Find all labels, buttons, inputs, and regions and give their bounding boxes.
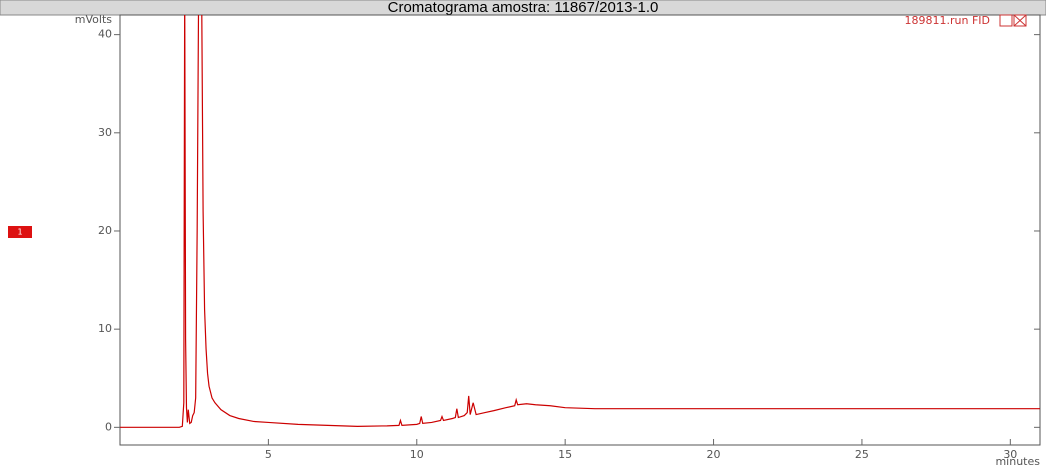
- peak-marker: [8, 226, 32, 238]
- x-tick-label: 30: [1003, 448, 1017, 461]
- x-tick-label: 15: [558, 448, 572, 461]
- y-tick-label: 0: [105, 420, 112, 433]
- x-tick-label: 20: [707, 448, 721, 461]
- y-tick-label: 40: [98, 28, 112, 41]
- chart-title: Cromatograma amostra: 11867/2013-1.0: [388, 0, 659, 16]
- x-tick-label: 25: [855, 448, 869, 461]
- x-axis-label: minutes: [995, 455, 1040, 466]
- trace-line: [120, 15, 1040, 428]
- y-tick-label: 20: [98, 224, 112, 237]
- x-tick-label: 5: [265, 448, 272, 461]
- y-tick-label: 30: [98, 126, 112, 139]
- close-icon[interactable]: [1013, 14, 1027, 27]
- legend-entry: 189811.run FID: [905, 14, 991, 27]
- restore-icon[interactable]: [999, 14, 1013, 27]
- plot-frame: [119, 14, 1041, 446]
- close-icon-cross: [1013, 14, 1027, 27]
- x-tick-label: 10: [410, 448, 424, 461]
- peak-marker-label: 1: [17, 228, 22, 237]
- y-axis-label: mVolts: [75, 13, 112, 26]
- y-tick-label: 10: [98, 322, 112, 335]
